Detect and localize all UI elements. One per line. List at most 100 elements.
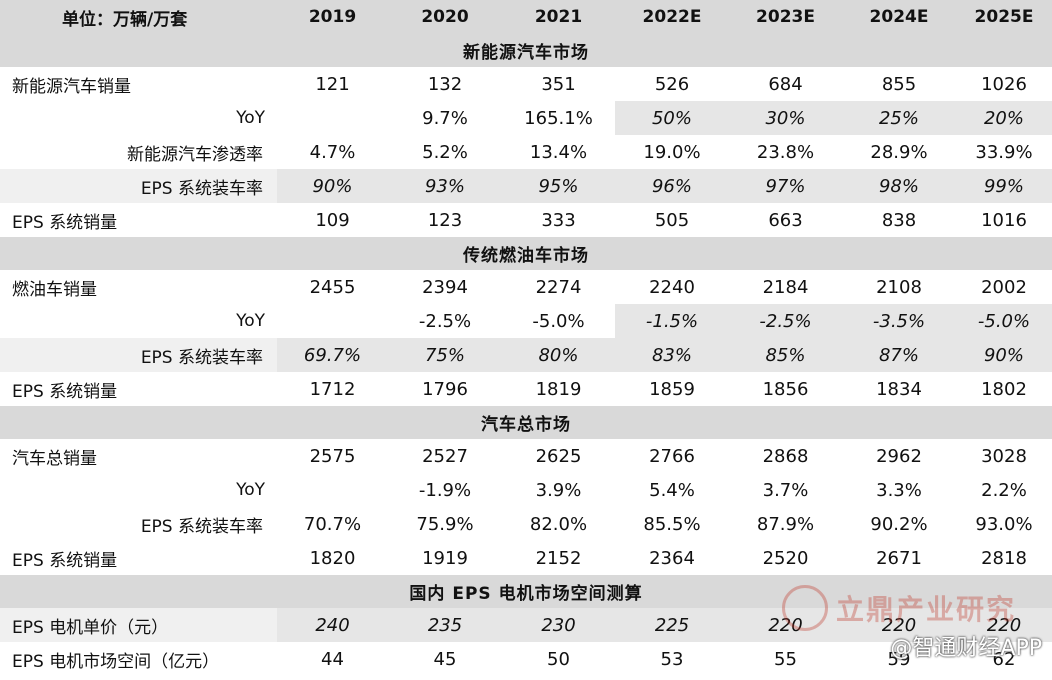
table-row: EPS 系统销量 109 123 333 505 663 838 1016 bbox=[0, 203, 1052, 237]
row-label: 汽车总销量 bbox=[12, 448, 97, 469]
table-cell: 2002 bbox=[981, 276, 1027, 298]
table-cell: 220 bbox=[729, 608, 842, 642]
table-cell: 75% bbox=[388, 338, 502, 372]
table-cell: -3.5% bbox=[842, 304, 956, 338]
table-cell: 93% bbox=[388, 169, 502, 203]
section-title: 传统燃油车市场 bbox=[463, 246, 589, 266]
table-cell: 93.0% bbox=[975, 513, 1033, 535]
table-row: EPS 系统销量 1712 1796 1819 1859 1856 1834 1802 bbox=[0, 372, 1052, 406]
table-cell: 351 bbox=[541, 73, 576, 95]
section-title: 新能源汽车市场 bbox=[463, 43, 589, 63]
table-cell: 90.2% bbox=[870, 513, 928, 535]
table-cell: 2527 bbox=[422, 445, 468, 467]
table-cell: 85% bbox=[729, 338, 842, 372]
table-cell: 1919 bbox=[422, 547, 468, 569]
table-cell: 2625 bbox=[535, 445, 582, 467]
table-cell: 3.7% bbox=[762, 479, 809, 501]
table-cell: 25% bbox=[842, 101, 956, 135]
table-cell: -5.0% bbox=[532, 310, 585, 332]
table-cell: 2575 bbox=[309, 445, 356, 467]
table-cell: 1016 bbox=[981, 209, 1027, 231]
section-header-row: 传统燃油车市场 bbox=[0, 237, 1052, 270]
table-cell: 2818 bbox=[981, 547, 1027, 569]
row-label: 新能源汽车渗透率 bbox=[127, 144, 263, 165]
table-cell: 663 bbox=[768, 209, 803, 231]
table-cell: 2394 bbox=[422, 276, 468, 298]
table-cell: 59 bbox=[887, 648, 911, 670]
table-cell: 109 bbox=[315, 209, 350, 231]
table-cell: 33.9% bbox=[975, 141, 1033, 163]
table-cell: -2.5% bbox=[729, 304, 842, 338]
table-cell: 526 bbox=[654, 73, 690, 95]
table-cell: 2962 bbox=[876, 445, 922, 467]
table-body: 新能源汽车市场 新能源汽车销量 121 132 351 526 684 855 1026 YoY 9… bbox=[0, 34, 1052, 676]
table-cell: 96% bbox=[615, 169, 729, 203]
table-row: 新能源汽车销量 121 132 351 526 684 855 1026 bbox=[0, 67, 1052, 101]
table-cell: 83% bbox=[615, 338, 729, 372]
year-header: 2020 bbox=[421, 7, 469, 27]
table-cell: 1802 bbox=[981, 378, 1027, 400]
table-cell: 4.7% bbox=[309, 141, 356, 163]
row-label: EPS 系统销量 bbox=[12, 212, 118, 233]
row-label: 新能源汽车销量 bbox=[12, 76, 131, 97]
table-cell: 2152 bbox=[535, 547, 582, 569]
table-cell: 53 bbox=[660, 648, 684, 670]
table-cell: 30% bbox=[729, 101, 842, 135]
year-header: 2024E bbox=[869, 7, 929, 27]
row-label: 燃油车销量 bbox=[12, 279, 97, 300]
table-cell bbox=[277, 304, 388, 338]
table-row: YoY -2.5% -5.0% -1.5% -2.5% -3.5% -5.0% bbox=[0, 304, 1052, 338]
section-header-row: 国内 EPS 电机市场空间测算 bbox=[0, 575, 1052, 608]
table-cell: 3.3% bbox=[876, 479, 922, 501]
table-cell: 87% bbox=[842, 338, 956, 372]
table-cell: 132 bbox=[427, 73, 463, 95]
year-header: 2023E bbox=[756, 7, 815, 27]
table-cell: 13.4% bbox=[529, 141, 588, 163]
table-cell: 2240 bbox=[649, 276, 695, 298]
table-cell: 2520 bbox=[762, 547, 809, 569]
table-cell bbox=[277, 101, 388, 135]
table-cell: 1820 bbox=[309, 547, 356, 569]
table-row: EPS 系统装车率 90% 93% 95% 96% 97% 98% 99% bbox=[0, 169, 1052, 203]
table-cell bbox=[277, 473, 388, 507]
table-cell: 69.7% bbox=[277, 338, 388, 372]
row-label: YoY bbox=[236, 311, 265, 331]
table-cell: 99% bbox=[956, 169, 1052, 203]
table-cell: -1.9% bbox=[418, 479, 472, 501]
table-row: 燃油车销量 2455 2394 2274 2240 2184 2108 2002 bbox=[0, 270, 1052, 304]
row-label: EPS 系统装车率 bbox=[0, 169, 277, 203]
table-cell: 5.4% bbox=[649, 479, 695, 501]
row-label: EPS 电机市场空间（亿元） bbox=[12, 651, 220, 672]
table-cell: 70.7% bbox=[303, 513, 362, 535]
table-row: EPS 系统销量 1820 1919 2152 2364 2520 2671 2818 bbox=[0, 541, 1052, 575]
table-cell: 505 bbox=[654, 209, 690, 231]
table-cell: 19.0% bbox=[643, 141, 701, 163]
table-cell: 2.2% bbox=[981, 479, 1027, 501]
table-cell: 1856 bbox=[762, 378, 809, 400]
table-cell: 9.7% bbox=[422, 107, 468, 129]
table-cell: 225 bbox=[615, 608, 729, 642]
table-cell: 1834 bbox=[876, 378, 922, 400]
table-row: 新能源汽车渗透率 4.7% 5.2% 13.4% 19.0% 23.8% 28.9% 33.9… bbox=[0, 135, 1052, 169]
table-cell: -5.0% bbox=[956, 304, 1052, 338]
table-cell: 2108 bbox=[876, 276, 922, 298]
table-cell: 2766 bbox=[649, 445, 695, 467]
table-row: EPS 电机市场空间（亿元） 44 45 50 53 55 59 62 bbox=[0, 642, 1052, 676]
table-cell: 220 bbox=[956, 608, 1052, 642]
table-cell: 838 bbox=[881, 209, 917, 231]
table-cell: 85.5% bbox=[643, 513, 701, 535]
table-cell: 230 bbox=[502, 608, 615, 642]
table-row: YoY 9.7% 165.1% 50% 30% 25% 20% bbox=[0, 101, 1052, 135]
table-row: EPS 电机单价（元） 240 235 230 225 220 220 220 bbox=[0, 608, 1052, 642]
table-cell: 45 bbox=[433, 648, 457, 670]
table-cell: 90% bbox=[277, 169, 388, 203]
table-cell: 333 bbox=[541, 209, 576, 231]
row-label: EPS 系统销量 bbox=[12, 381, 118, 402]
year-header: 2022E bbox=[642, 7, 702, 27]
table-cell: 28.9% bbox=[870, 141, 928, 163]
table-cell: 55 bbox=[774, 648, 797, 670]
header-row: 单位：万辆/万套 2019 2020 2021 2022E 2023E 2024… bbox=[0, 0, 1052, 34]
table-cell: 1026 bbox=[981, 73, 1027, 95]
table-cell: 20% bbox=[956, 101, 1052, 135]
year-header: 2025E bbox=[974, 7, 1034, 27]
